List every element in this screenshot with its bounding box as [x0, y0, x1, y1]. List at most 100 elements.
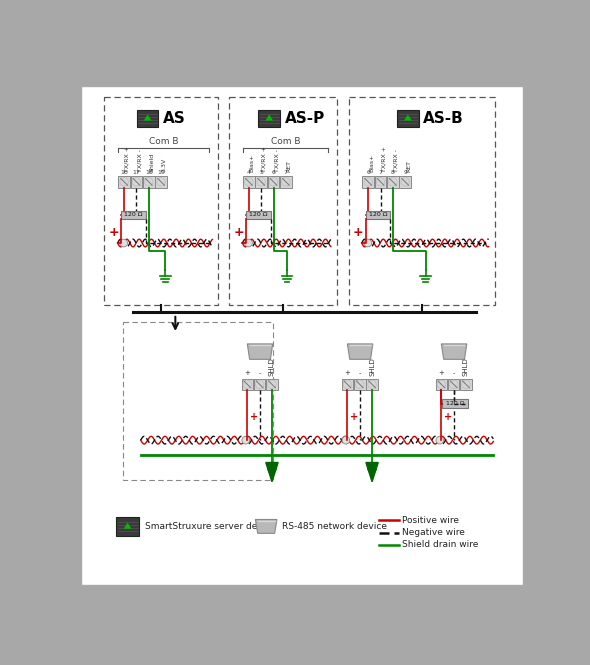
FancyBboxPatch shape: [366, 211, 390, 219]
Text: 5: 5: [259, 170, 263, 174]
FancyBboxPatch shape: [266, 378, 278, 390]
FancyBboxPatch shape: [375, 176, 386, 188]
Text: -: -: [359, 370, 361, 376]
Text: AS-B: AS-B: [423, 111, 464, 126]
Polygon shape: [255, 519, 277, 533]
Text: -: -: [258, 370, 261, 376]
Polygon shape: [348, 344, 373, 359]
Polygon shape: [404, 114, 412, 120]
FancyBboxPatch shape: [119, 176, 130, 188]
FancyBboxPatch shape: [243, 176, 255, 188]
Text: AS-P: AS-P: [284, 111, 325, 126]
FancyBboxPatch shape: [255, 176, 267, 188]
Text: +: +: [444, 412, 452, 422]
Text: AS: AS: [163, 111, 186, 126]
Text: 120 Ω: 120 Ω: [124, 212, 143, 217]
FancyBboxPatch shape: [122, 211, 146, 219]
FancyBboxPatch shape: [397, 110, 419, 127]
Text: 7: 7: [379, 170, 382, 174]
FancyBboxPatch shape: [130, 176, 142, 188]
Text: +: +: [233, 225, 244, 239]
Text: 9: 9: [403, 170, 407, 174]
Text: +: +: [350, 412, 358, 422]
FancyBboxPatch shape: [448, 378, 460, 390]
Circle shape: [245, 239, 253, 247]
Text: 8: 8: [391, 170, 395, 174]
FancyBboxPatch shape: [442, 400, 468, 408]
Text: +: +: [250, 412, 258, 422]
Text: Positive wire: Positive wire: [402, 516, 458, 525]
Text: +: +: [345, 370, 350, 376]
FancyBboxPatch shape: [349, 96, 495, 305]
Polygon shape: [144, 114, 152, 120]
FancyBboxPatch shape: [268, 176, 279, 188]
FancyBboxPatch shape: [246, 211, 271, 219]
FancyBboxPatch shape: [460, 378, 472, 390]
Text: SmartStruxure server device: SmartStruxure server device: [145, 522, 276, 531]
FancyBboxPatch shape: [137, 110, 158, 127]
FancyBboxPatch shape: [387, 176, 399, 188]
FancyBboxPatch shape: [354, 378, 366, 390]
FancyBboxPatch shape: [123, 323, 273, 480]
Circle shape: [120, 239, 127, 247]
Text: 120 Ω: 120 Ω: [445, 401, 464, 406]
Text: RET: RET: [406, 160, 411, 172]
FancyBboxPatch shape: [116, 517, 139, 535]
Text: TX/RX -: TX/RX -: [137, 149, 142, 172]
Polygon shape: [247, 344, 273, 359]
Text: TX/RX +: TX/RX +: [262, 146, 267, 172]
Text: Negative wire: Negative wire: [402, 528, 464, 537]
FancyBboxPatch shape: [81, 86, 523, 585]
FancyBboxPatch shape: [342, 378, 353, 390]
Text: TX/RX -: TX/RX -: [274, 149, 279, 172]
Circle shape: [364, 239, 372, 247]
Text: SHLD: SHLD: [269, 358, 275, 376]
Text: -: -: [453, 370, 455, 376]
FancyBboxPatch shape: [104, 96, 218, 305]
Text: Shield: Shield: [149, 153, 155, 172]
Text: TX/RX +: TX/RX +: [381, 146, 386, 172]
FancyBboxPatch shape: [241, 378, 253, 390]
Text: 4: 4: [247, 170, 251, 174]
Polygon shape: [124, 523, 132, 529]
Polygon shape: [441, 344, 467, 359]
Text: SHLD: SHLD: [463, 358, 469, 376]
FancyBboxPatch shape: [362, 176, 374, 188]
Text: +: +: [352, 225, 363, 239]
Text: TX/RX +: TX/RX +: [125, 146, 130, 172]
FancyBboxPatch shape: [435, 378, 447, 390]
FancyBboxPatch shape: [258, 110, 280, 127]
Polygon shape: [266, 462, 278, 481]
Text: Com B: Com B: [271, 137, 300, 146]
Text: 19: 19: [157, 170, 165, 174]
Text: 7: 7: [284, 170, 288, 174]
Text: RET: RET: [287, 160, 291, 172]
Text: +: +: [109, 225, 119, 239]
Text: Com B: Com B: [149, 137, 179, 146]
FancyBboxPatch shape: [366, 378, 378, 390]
Text: 120 Ω: 120 Ω: [369, 212, 387, 217]
Polygon shape: [266, 114, 273, 120]
Text: RS-485 network device: RS-485 network device: [281, 522, 386, 531]
Text: SHLD: SHLD: [369, 358, 375, 376]
FancyBboxPatch shape: [254, 378, 266, 390]
Text: 17: 17: [133, 170, 140, 174]
FancyBboxPatch shape: [399, 176, 411, 188]
Text: +: +: [244, 370, 250, 376]
Text: 16: 16: [120, 170, 128, 174]
Text: 6: 6: [366, 170, 370, 174]
Text: +: +: [438, 370, 444, 376]
Text: TX/RX -: TX/RX -: [394, 149, 399, 172]
Circle shape: [342, 436, 350, 444]
Polygon shape: [366, 462, 378, 481]
Text: 6: 6: [271, 170, 276, 174]
Text: 120 Ω: 120 Ω: [249, 212, 268, 217]
Text: Shield drain wire: Shield drain wire: [402, 541, 478, 549]
FancyBboxPatch shape: [230, 96, 337, 305]
Circle shape: [242, 436, 250, 444]
Circle shape: [436, 436, 444, 444]
FancyBboxPatch shape: [155, 176, 167, 188]
Text: Bias+: Bias+: [250, 154, 255, 172]
Text: Bias+: Bias+: [369, 154, 374, 172]
FancyBboxPatch shape: [280, 176, 291, 188]
